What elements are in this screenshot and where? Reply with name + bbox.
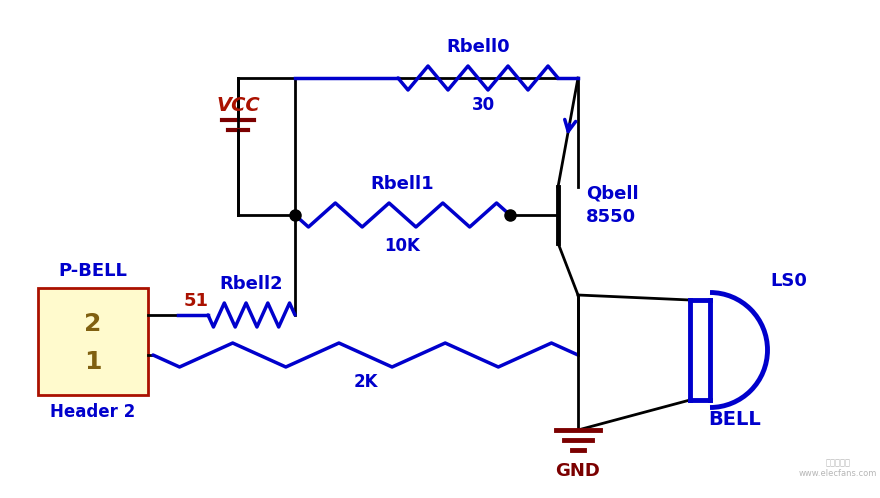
Text: 1: 1 <box>84 350 102 374</box>
Bar <box>38 288 148 395</box>
Text: BELL: BELL <box>708 410 761 429</box>
Text: Qbell: Qbell <box>586 184 639 202</box>
Text: GND: GND <box>555 462 600 480</box>
Text: 30: 30 <box>472 96 495 114</box>
Text: 51: 51 <box>184 292 209 310</box>
Text: 电子发烧友
www.elecfans.com: 电子发烧友 www.elecfans.com <box>799 459 877 478</box>
Text: 2K: 2K <box>353 373 378 391</box>
Text: Rbell0: Rbell0 <box>446 38 510 56</box>
Text: 8550: 8550 <box>586 208 636 226</box>
Text: 10K: 10K <box>385 237 421 255</box>
Text: LS0: LS0 <box>770 272 807 290</box>
Text: Header 2: Header 2 <box>50 403 136 421</box>
Text: 2: 2 <box>84 312 102 336</box>
Text: VCC: VCC <box>216 96 260 115</box>
Text: P-BELL: P-BELL <box>59 262 128 280</box>
Text: Rbell1: Rbell1 <box>370 175 435 193</box>
Text: Rbell2: Rbell2 <box>220 275 283 293</box>
